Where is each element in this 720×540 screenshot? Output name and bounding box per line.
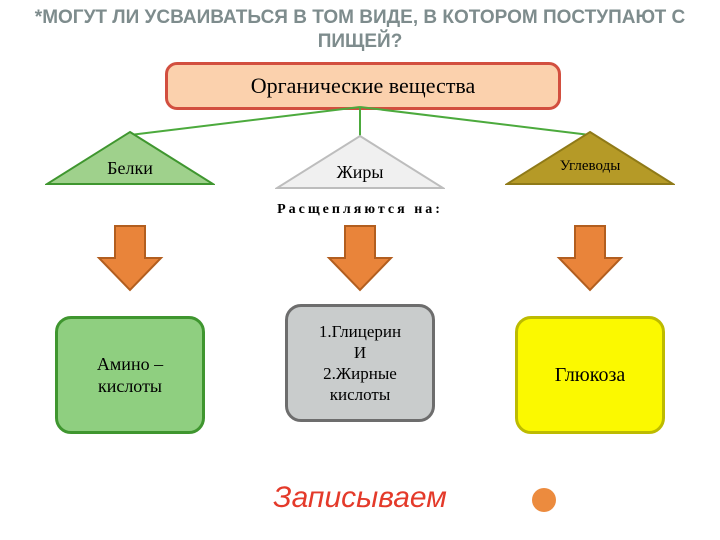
organic-substances-box: Органические вещества	[165, 62, 561, 110]
result-box-1: 1.ГлицеринИ2.Жирныекислоты	[285, 304, 435, 422]
slide-title: *МОГУТ ЛИ УСВАИВАТЬСЯ В ТОМ ВИДЕ, В КОТО…	[0, 6, 720, 54]
category-triangle-1: Жиры	[275, 134, 445, 190]
organic-substances-label: Органические вещества	[251, 73, 476, 99]
category-label-2: Углеводы	[505, 158, 675, 175]
result-label-2: Глюкоза	[555, 363, 625, 388]
accent-dot	[532, 488, 556, 512]
bottom-text: Записываем	[0, 481, 720, 515]
result-label-0: Амино –кислоты	[97, 353, 163, 398]
result-box-2: Глюкоза	[515, 316, 665, 434]
category-label-1: Жиры	[275, 162, 445, 183]
category-label-0: Белки	[45, 158, 215, 179]
result-label-1: 1.ГлицеринИ2.Жирныекислоты	[319, 321, 401, 406]
category-triangle-0: Белки	[45, 130, 215, 186]
down-arrow-2	[555, 222, 625, 294]
category-triangle-2: Углеводы	[505, 130, 675, 186]
down-arrow-0	[95, 222, 165, 294]
split-label: Расщепляются на:	[0, 202, 720, 218]
result-box-0: Амино –кислоты	[55, 316, 205, 434]
down-arrow-1	[325, 222, 395, 294]
